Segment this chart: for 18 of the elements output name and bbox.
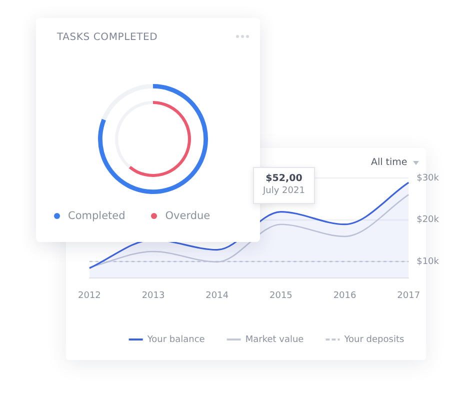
x-tick-label: 2012 — [78, 290, 101, 301]
y-tick-label: $30k — [416, 173, 440, 184]
x-tick-label: 2013 — [142, 290, 165, 301]
legend-label: Overdue — [165, 210, 210, 222]
x-tick-label: 2016 — [333, 290, 357, 301]
chart-title: TASKS COMPLETED — [57, 32, 158, 43]
legend-label: Your balance — [146, 334, 206, 345]
annotation: $52,00 — [264, 172, 304, 185]
legend-label: Market value — [245, 334, 304, 345]
y-tick-label: $20k — [416, 215, 440, 226]
x-tick-label: 2015 — [269, 290, 292, 301]
annotation: July 2021 — [262, 185, 306, 198]
legend-label: Completed — [68, 210, 126, 222]
x-tick-label: 2017 — [397, 290, 420, 301]
y-tick-label: $10k — [416, 256, 440, 267]
text: All time — [371, 157, 408, 168]
x-tick-label: 2014 — [206, 290, 229, 301]
legend-label: Your deposits — [343, 334, 404, 345]
